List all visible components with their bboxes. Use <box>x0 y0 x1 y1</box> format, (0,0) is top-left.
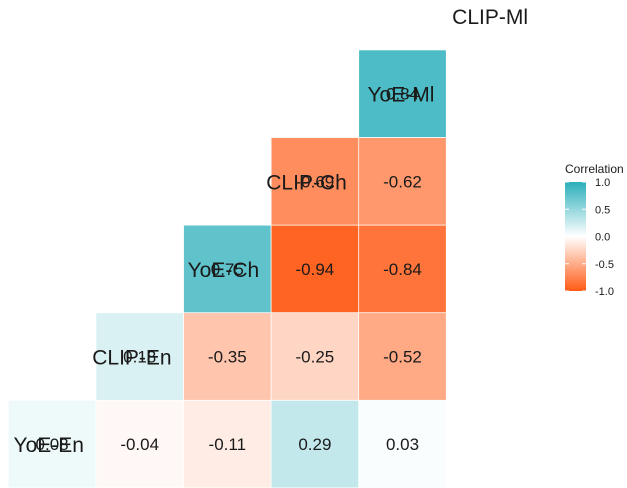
cell-value-label: -0.94 <box>296 260 335 279</box>
cell-value-label: 0.08 <box>36 435 69 454</box>
heatmap-cell <box>270 312 359 401</box>
heatmap-cell <box>358 400 447 488</box>
heatmap-cell <box>270 137 359 226</box>
cell-value-label: 0.03 <box>386 435 419 454</box>
variable-labels: YoE-En CLIP-En YoE-Ch CLIP-Ch YoE-Ml CLIP-Ml <box>14 6 528 457</box>
legend-colorbar <box>565 182 586 291</box>
heatmap-cell <box>358 49 447 138</box>
heatmap-cell <box>358 137 447 226</box>
cell-value-label: 0.75 <box>211 260 244 279</box>
cell-value-label: 0.29 <box>298 435 331 454</box>
legend-ticks: 1.0 0.5 0.0 -0.5 -1.0 <box>565 177 614 298</box>
legend-tick-label: -0.5 <box>595 259 614 271</box>
legend-tick-label: 1.0 <box>595 177 610 189</box>
cell-value-label: -0.11 <box>209 435 247 454</box>
variable-label: CLIP-Ml <box>452 6 528 29</box>
variable-label: YoE-En <box>14 434 84 457</box>
cell-value-label: 0.84 <box>386 85 419 104</box>
legend-tick-label: 0.5 <box>595 204 610 216</box>
heatmap-cell <box>183 224 272 313</box>
legend-title: Correlation <box>565 162 624 176</box>
heatmap-cell <box>358 224 447 313</box>
cell-value-label: -0.84 <box>383 260 422 279</box>
variable-label: CLIP-En <box>92 347 171 370</box>
variable-label: CLIP-Ch <box>266 171 347 194</box>
variable-label: YoE-Ml <box>367 84 434 107</box>
heatmap-cell <box>270 224 359 313</box>
cell-value-label: -0.62 <box>383 172 422 191</box>
cell-value-label: -0.04 <box>120 435 159 454</box>
legend: Correlation 1.0 0.5 0.0 -0.5 -1.0 <box>565 162 624 298</box>
heatmap-cell <box>183 400 272 488</box>
heatmap-cell <box>95 312 184 401</box>
legend-tick-label: -1.0 <box>595 286 614 298</box>
cell-value-label: -0.35 <box>208 348 247 367</box>
cell-value-label: -0.52 <box>383 348 422 367</box>
legend-tick-label: 0.0 <box>595 232 610 244</box>
cell-value-label: -0.69 <box>296 172 335 191</box>
variable-label: YoE-Ch <box>188 259 260 282</box>
cell-value-label: -0.25 <box>296 348 335 367</box>
heatmap-cell <box>358 312 447 401</box>
cells-layer: 0.08 -0.04 -0.11 0.29 0.03 0.18 -0.35 -0.25 -0.5… <box>8 49 447 488</box>
cell-value-label: 0.18 <box>123 348 156 367</box>
heatmap-cell <box>183 312 272 401</box>
heatmap-cell <box>8 400 97 488</box>
